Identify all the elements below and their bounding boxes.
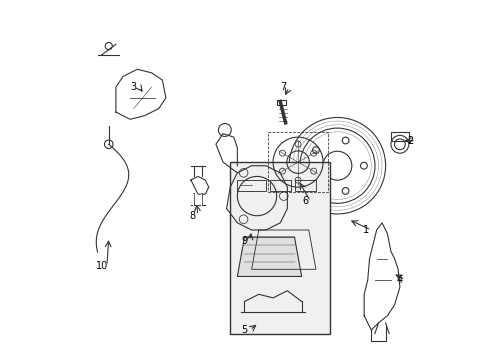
Text: 10: 10 [95,261,107,271]
Bar [294,180,315,191]
Text: 8: 8 [189,211,195,221]
Text: 6: 6 [302,197,307,206]
Text: 5: 5 [241,325,247,335]
Text: 1: 1 [362,225,368,235]
Polygon shape [237,237,301,276]
Bar [230,162,329,334]
Bar [277,100,285,105]
Text: 4: 4 [396,275,402,285]
Text: 9: 9 [241,236,247,246]
Bar [267,132,327,192]
Text: 2: 2 [407,136,413,146]
Bar [237,180,265,191]
Text: 7: 7 [280,82,286,92]
Bar [269,180,290,191]
Text: 3: 3 [130,82,137,92]
